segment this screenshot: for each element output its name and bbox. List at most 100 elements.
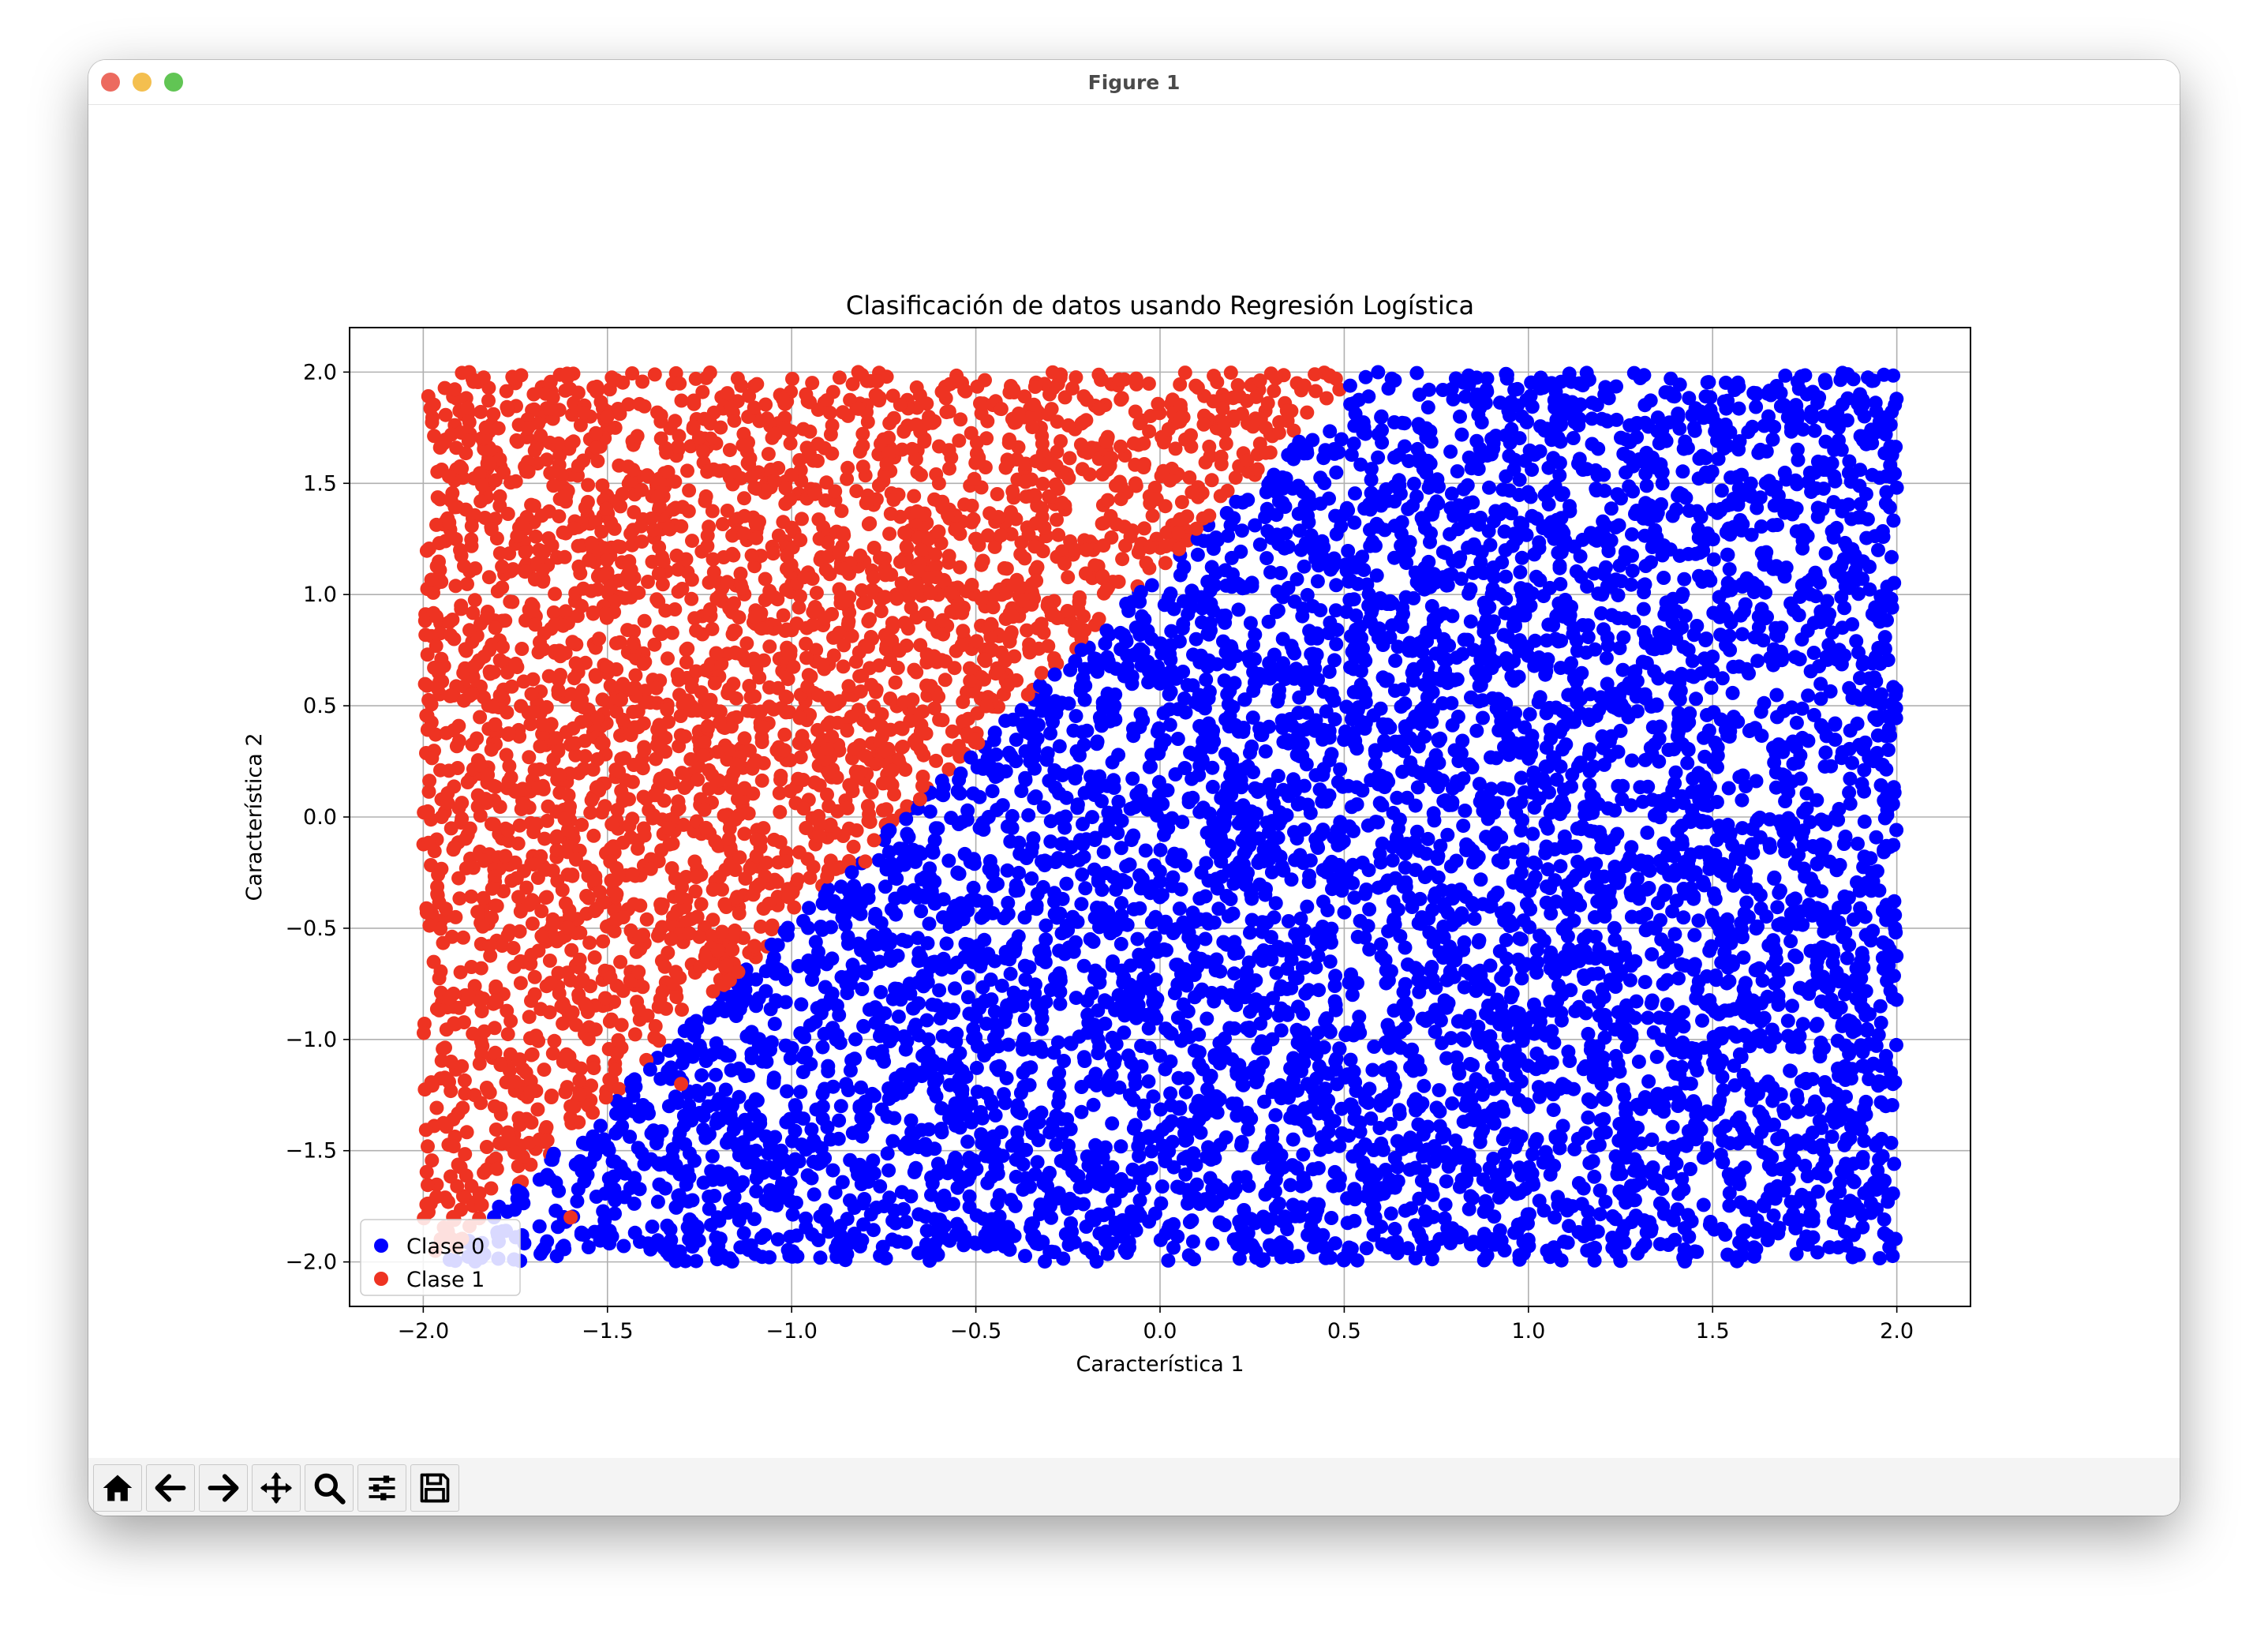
point-clase-1 — [656, 554, 671, 569]
point-clase-1 — [492, 545, 507, 560]
point-clase-0 — [1295, 609, 1310, 624]
point-clase-0 — [1840, 367, 1855, 382]
point-clase-0 — [891, 1009, 906, 1024]
point-clase-0 — [811, 1233, 826, 1247]
point-clase-1 — [737, 731, 752, 746]
point-clase-0 — [1324, 1211, 1339, 1225]
point-clase-0 — [922, 916, 937, 931]
point-clase-0 — [1652, 719, 1667, 734]
point-clase-1 — [464, 532, 479, 547]
point-clase-0 — [1878, 1099, 1893, 1114]
point-clase-1 — [733, 566, 748, 581]
point-clase-1 — [725, 477, 740, 492]
close-window-button[interactable] — [101, 73, 120, 92]
point-clase-1 — [563, 908, 577, 923]
point-clase-0 — [1810, 1017, 1825, 1032]
point-clase-0 — [1443, 500, 1458, 515]
point-clase-1 — [882, 527, 897, 542]
point-clase-1 — [423, 401, 438, 416]
point-clase-0 — [1592, 1183, 1607, 1198]
point-clase-0 — [1259, 501, 1274, 516]
point-clase-0 — [1018, 1249, 1032, 1264]
point-clase-0 — [1611, 778, 1626, 793]
point-clase-0 — [1755, 973, 1770, 988]
point-clase-0 — [1205, 1236, 1220, 1251]
point-clase-0 — [1074, 897, 1089, 912]
point-clase-1 — [540, 452, 554, 467]
point-clase-0 — [1599, 650, 1614, 665]
point-clase-0 — [1030, 1155, 1045, 1170]
point-clase-1 — [975, 553, 990, 568]
point-clase-1 — [1141, 377, 1156, 391]
point-clase-0 — [1443, 444, 1458, 459]
point-clase-0 — [1281, 580, 1296, 595]
point-clase-0 — [1888, 925, 1903, 940]
point-clase-1 — [647, 367, 662, 382]
point-clase-1 — [533, 739, 548, 754]
point-clase-1 — [1158, 556, 1173, 571]
point-clase-1 — [635, 374, 650, 389]
point-clase-0 — [1176, 616, 1191, 631]
point-clase-1 — [627, 504, 642, 519]
point-clase-0 — [1385, 839, 1400, 854]
point-clase-1 — [481, 570, 496, 585]
point-clase-0 — [1287, 594, 1302, 609]
point-clase-1 — [1076, 389, 1091, 404]
point-clase-0 — [1074, 1104, 1089, 1119]
point-clase-0 — [1053, 811, 1068, 826]
point-clase-0 — [1512, 1252, 1527, 1267]
point-clase-0 — [1125, 771, 1140, 786]
point-clase-0 — [1622, 479, 1637, 494]
point-clase-1 — [578, 749, 593, 763]
point-clase-1 — [674, 393, 689, 408]
point-clase-0 — [1873, 710, 1888, 725]
point-clase-0 — [1458, 804, 1473, 818]
point-clase-0 — [1176, 665, 1191, 679]
point-clase-0 — [1141, 1074, 1156, 1089]
point-clase-0 — [1073, 684, 1088, 699]
point-clase-0 — [825, 1163, 840, 1178]
point-clase-0 — [1737, 1028, 1752, 1042]
point-clase-0 — [1732, 770, 1747, 785]
point-clase-0 — [1312, 983, 1327, 998]
point-clase-0 — [1192, 891, 1207, 906]
point-clase-0 — [1357, 501, 1372, 516]
point-clase-1 — [777, 727, 792, 742]
point-clase-0 — [960, 970, 975, 985]
point-clase-0 — [1323, 424, 1338, 439]
point-clase-1 — [942, 461, 956, 476]
point-clase-0 — [705, 1149, 720, 1164]
point-clase-0 — [1887, 575, 1902, 590]
point-clase-0 — [1513, 564, 1528, 579]
point-clase-0 — [1170, 732, 1185, 746]
point-clase-0 — [1884, 1135, 1899, 1150]
point-clase-0 — [804, 1171, 819, 1186]
point-clase-0 — [1344, 967, 1358, 982]
point-clase-0 — [1051, 1096, 1066, 1111]
point-clase-0 — [997, 1096, 1012, 1111]
point-clase-1 — [637, 828, 652, 843]
figure-window: Figure 1 −2.0 −1.5 −1.0 −0.5 0.0 0.5 1.0 1.5 2.0… — [88, 60, 2180, 1516]
point-clase-1 — [727, 413, 742, 428]
point-clase-0 — [1188, 631, 1203, 646]
point-clase-0 — [1432, 1104, 1447, 1119]
point-clase-0 — [1553, 859, 1568, 874]
maximize-window-button[interactable] — [164, 73, 183, 92]
point-clase-0 — [1849, 634, 1864, 649]
point-clase-0 — [1795, 541, 1810, 556]
minimize-window-button[interactable] — [133, 73, 152, 92]
point-clase-0 — [778, 1038, 793, 1053]
point-clase-1 — [1300, 405, 1315, 420]
point-clase-0 — [1714, 483, 1729, 498]
point-clase-0 — [840, 986, 855, 1000]
point-clase-0 — [1313, 470, 1328, 485]
point-clase-1 — [1204, 473, 1219, 488]
point-clase-0 — [1791, 452, 1806, 467]
point-clase-0 — [1455, 1031, 1470, 1046]
point-clase-0 — [1582, 778, 1597, 793]
point-clase-0 — [1420, 831, 1435, 846]
point-clase-0 — [1078, 881, 1093, 896]
point-clase-0 — [1132, 901, 1147, 916]
point-clase-0 — [1388, 654, 1403, 668]
point-clase-0 — [1625, 753, 1639, 768]
